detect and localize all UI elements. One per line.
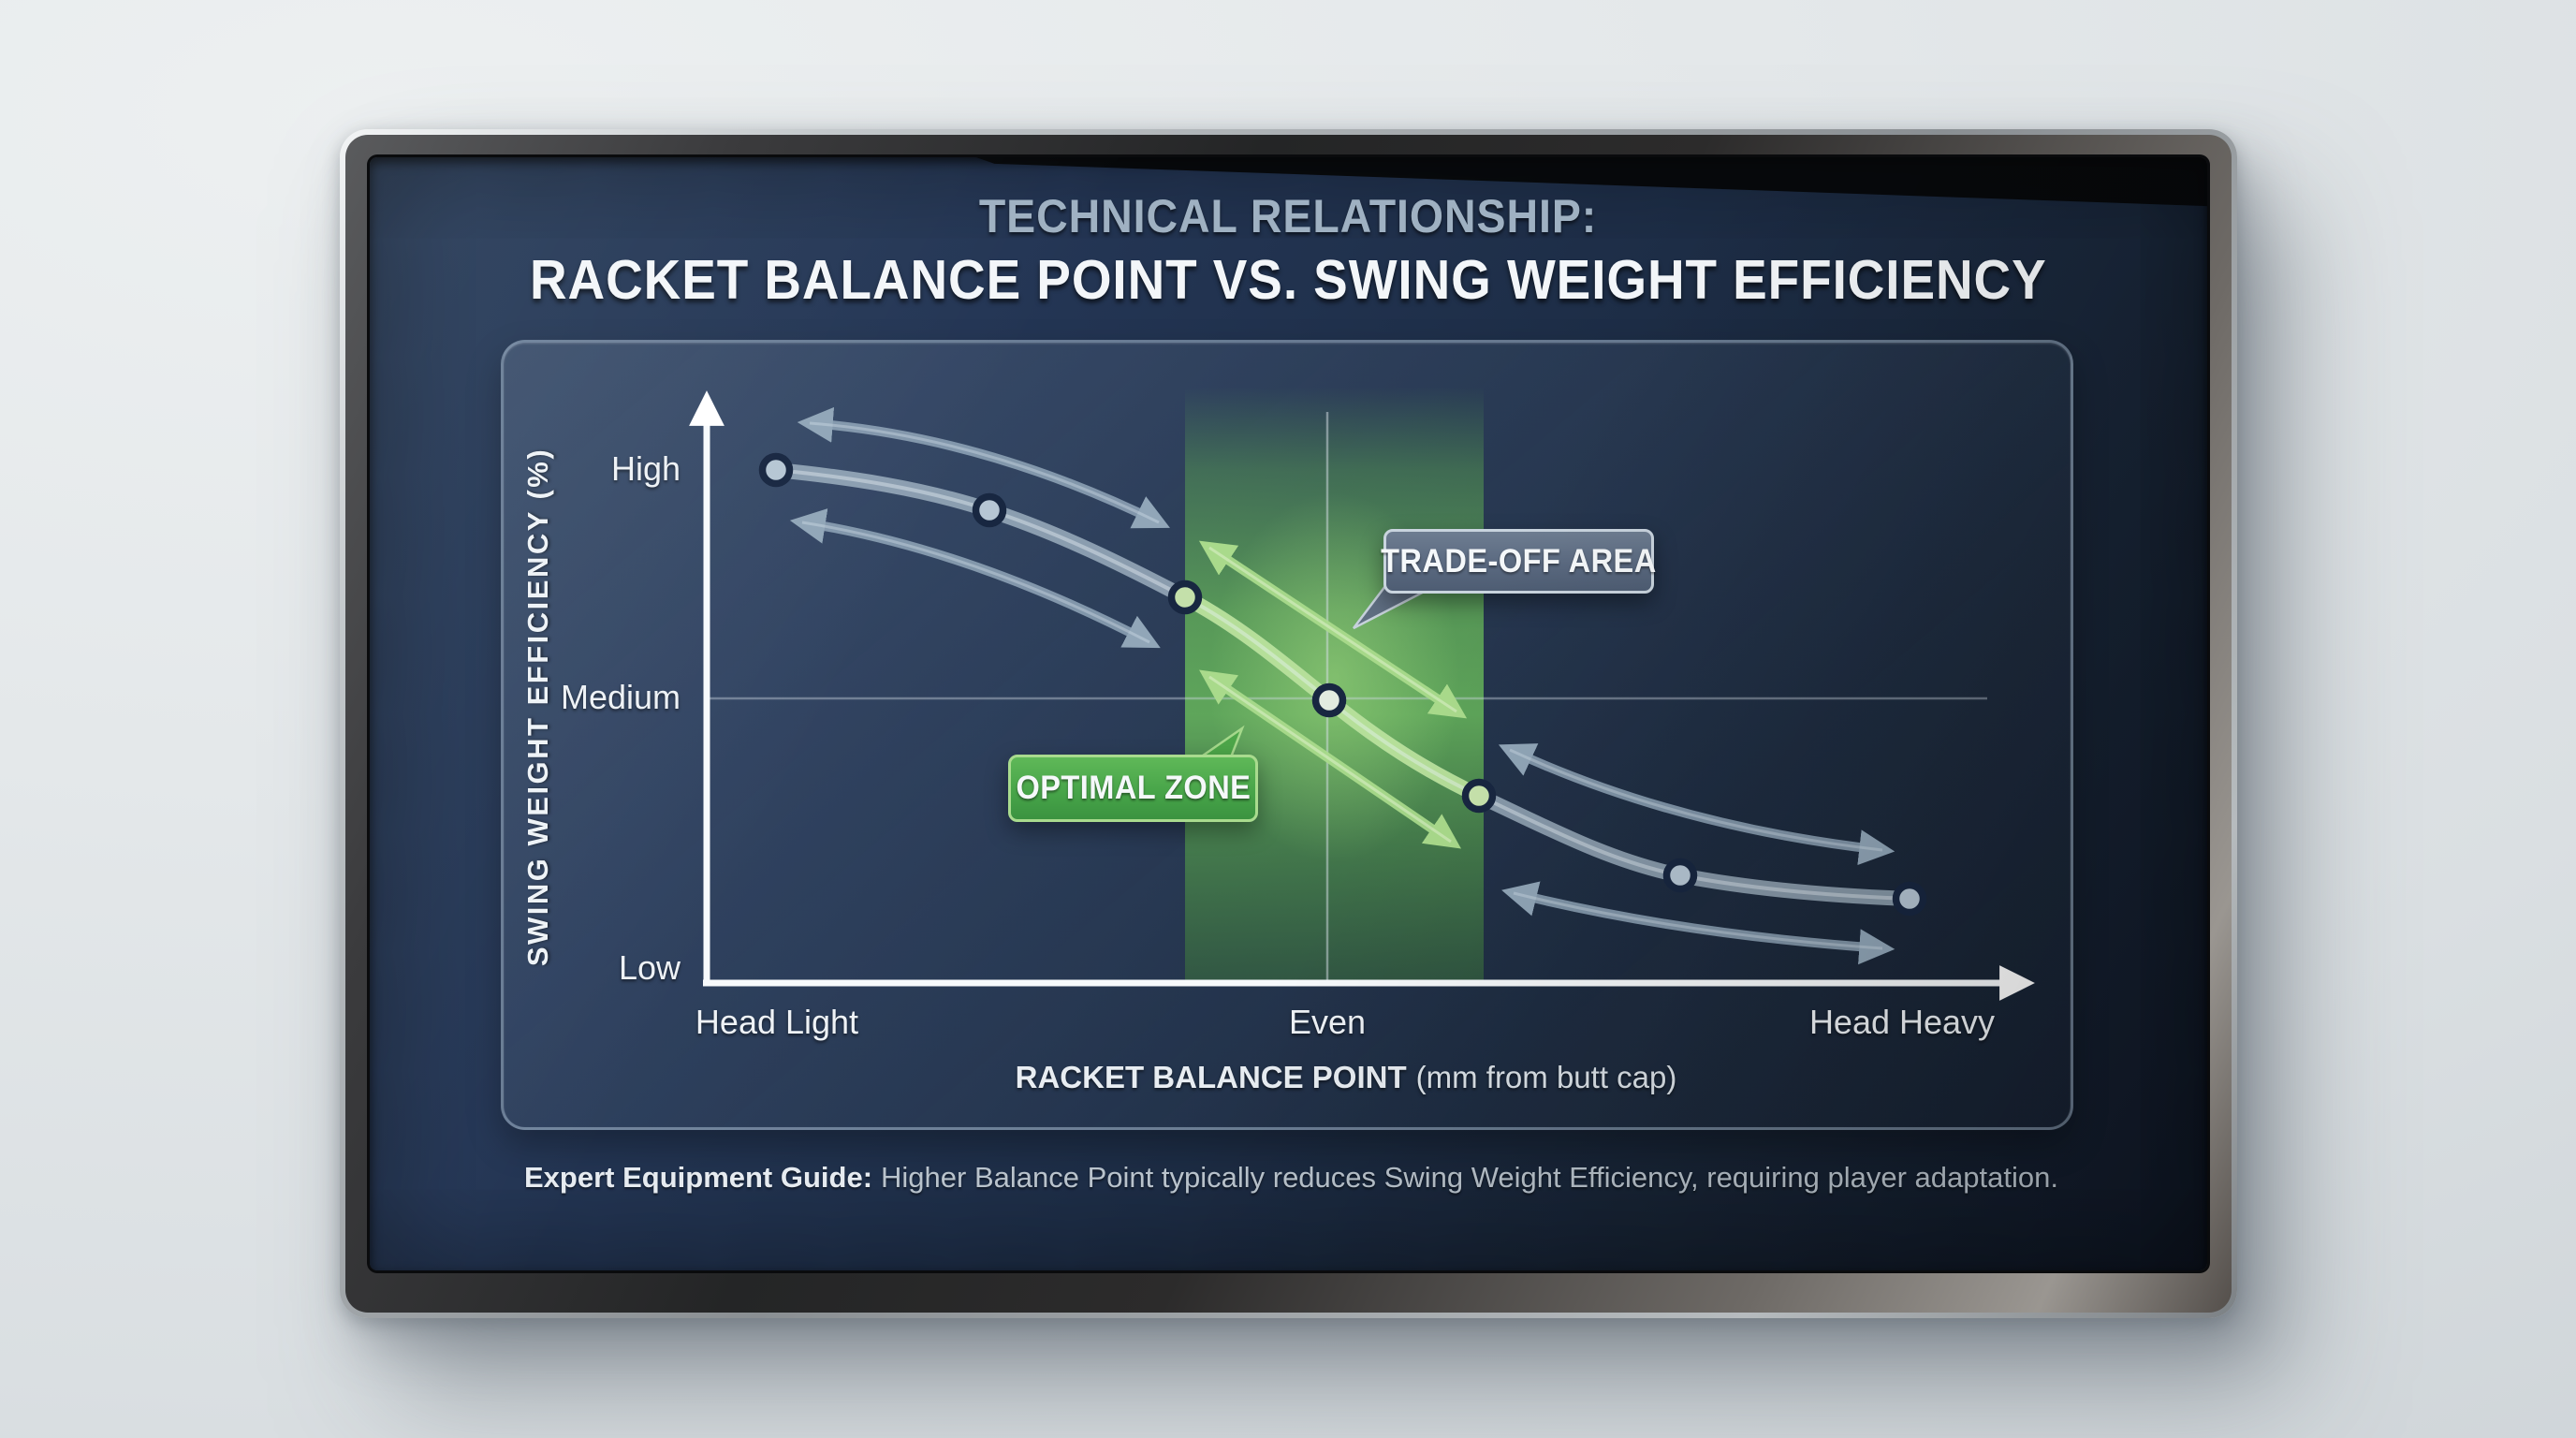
- data-point-5: [1461, 778, 1497, 814]
- tv-screen: TECHNICAL RELATIONSHIP: RACKET BALANCE P…: [370, 157, 2207, 1270]
- trend-arrow-upper-left-bottom: [789, 508, 1161, 649]
- data-point-3: [1167, 580, 1203, 615]
- expert-caption-body: Higher Balance Point typically reduces S…: [881, 1161, 2058, 1194]
- data-point-2: [972, 492, 1007, 528]
- x-axis-title: RACKET BALANCE POINT (mm from butt cap): [878, 1060, 1814, 1095]
- x-tick-head-light: Head Light: [695, 1003, 859, 1041]
- expert-caption: Expert Equipment Guide: Higher Balance Po…: [524, 1161, 2058, 1195]
- trend-arrow-lower-right-top-core: [1509, 748, 1883, 852]
- chart-title-main: RACKET BALANCE POINT VS. SWING WEIGHT EF…: [530, 249, 2047, 311]
- chart-svg: [689, 387, 2035, 1001]
- trend-arrow-upper-left-top: [797, 406, 1170, 529]
- chart-title-block: TECHNICAL RELATIONSHIP: RACKET BALANCE P…: [370, 189, 2207, 314]
- data-point-7: [1892, 881, 1927, 917]
- x-tick-even: Even: [1288, 1003, 1367, 1041]
- optimal-callout: OPTIMAL ZONE: [1008, 755, 1258, 822]
- x-tick-head-heavy: Head Heavy: [1808, 1003, 1996, 1041]
- data-point-6: [1662, 858, 1698, 893]
- chart-title-kicker: TECHNICAL RELATIONSHIP:: [979, 190, 1598, 242]
- y-tick-high: High: [610, 449, 681, 488]
- x-axis-title-note: (mm from butt cap): [1415, 1060, 1677, 1094]
- trend-arrow-lower-right-bottom: [1501, 881, 1895, 965]
- y-tick-medium: Medium: [560, 678, 681, 716]
- tv-bezel: TECHNICAL RELATIONSHIP: RACKET BALANCE P…: [345, 135, 2232, 1313]
- trend-arrow-upper-left-top-core: [809, 421, 1160, 524]
- trend-arrow-upper-left-bottom-core: [801, 521, 1150, 644]
- data-point-4: [1311, 682, 1347, 718]
- trend-arrow-lower-right-bottom-core: [1513, 891, 1883, 950]
- tv-frame: TECHNICAL RELATIONSHIP: RACKET BALANCE P…: [340, 129, 2237, 1318]
- tradeoff-callout: TRADE-OFF AREA: [1381, 529, 1656, 594]
- tradeoff-arrow-band-bottom-core: [1208, 675, 1452, 844]
- expert-caption-lead: Expert Equipment Guide:: [524, 1161, 873, 1194]
- y-tick-low: Low: [618, 948, 681, 987]
- data-point-1: [758, 452, 794, 488]
- trend-arrow-lower-right-top: [1498, 743, 1895, 866]
- x-axis-title-bold: RACKET BALANCE POINT: [1015, 1060, 1407, 1094]
